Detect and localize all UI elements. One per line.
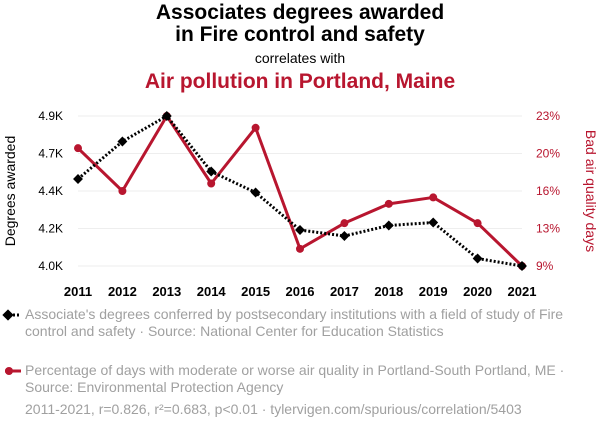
right-tick-label: 16% [536,184,560,198]
left-tick-label: 4.2K [38,222,63,236]
left-axis-title: Degrees awarded [2,136,18,247]
right-axis-title: Bad air quality days [583,130,599,252]
legend-series2-text: Percentage of days with moderate or wors… [25,362,565,395]
series1-point [339,231,350,241]
grid-layer [78,115,522,267]
chart-subtitle: correlates with [254,50,346,66]
left-tick-label: 4.0K [38,259,63,273]
series1-point [161,111,172,121]
x-tick-label: 2013 [152,284,181,299]
series1-point [73,174,83,184]
series-layer [73,111,527,271]
series1-point [428,217,439,228]
x-tick-label: 2016 [286,284,315,299]
right-tick-label: 23% [536,109,560,123]
x-tick-label: 2012 [108,284,137,299]
series1-line [77,114,523,268]
series2-point [74,144,82,153]
series1-point [206,166,217,177]
series1-point [472,253,483,264]
series2-point [384,199,393,208]
series2-point [473,219,482,228]
x-tick-label: 2018 [374,284,403,299]
right-tick-label: 9% [536,259,554,273]
legend-series1-icon [2,309,21,321]
footer-stats: 2011-2021, r=0.826, r²=0.683, p<0.01 · t… [25,401,522,417]
legend-series2-icon [5,367,21,375]
series2-point [207,179,216,188]
x-tick-label: 2021 [508,284,537,299]
series1-point [517,261,527,271]
series1-point [383,220,394,231]
legend-series1-text: Associate's degrees conferred by postsec… [25,306,564,339]
chart-area: 4.0K 4.2K 4.4K 4.7K 4.9K 9% 13% 16% 20% 23% 2011 20… [2,109,599,299]
x-tick-label: 2014 [197,284,227,299]
x-tick-label: 2011 [64,284,92,299]
series2-point [340,219,349,228]
axis-layer: 4.0K 4.2K 4.4K 4.7K 4.9K 9% 13% 16% 20% 23% 2011 20… [2,109,599,299]
chart-title-line1: Associates degrees awarded [155,1,445,24]
x-tick-label: 2015 [241,284,270,299]
series2-point [251,123,260,132]
right-tick-label: 13% [536,222,560,236]
right-tick-label: 20% [536,147,560,161]
series1-point [117,136,128,147]
series1-point [250,187,261,198]
x-tick-label: 2019 [419,284,448,299]
chart-title-line2: in Fire control and safety [175,23,425,46]
chart-title-line3: Air pollution in Portland, Maine [144,70,456,93]
series2-point [429,193,438,202]
series1-point [295,225,305,235]
left-tick-label: 4.4K [38,184,63,198]
left-tick-label: 4.7K [38,147,63,161]
x-tick-label: 2017 [330,284,359,299]
x-tick-label: 2020 [463,284,492,299]
series2-point [118,187,127,195]
series2-point [296,244,304,253]
left-tick-label: 4.9K [38,109,63,123]
